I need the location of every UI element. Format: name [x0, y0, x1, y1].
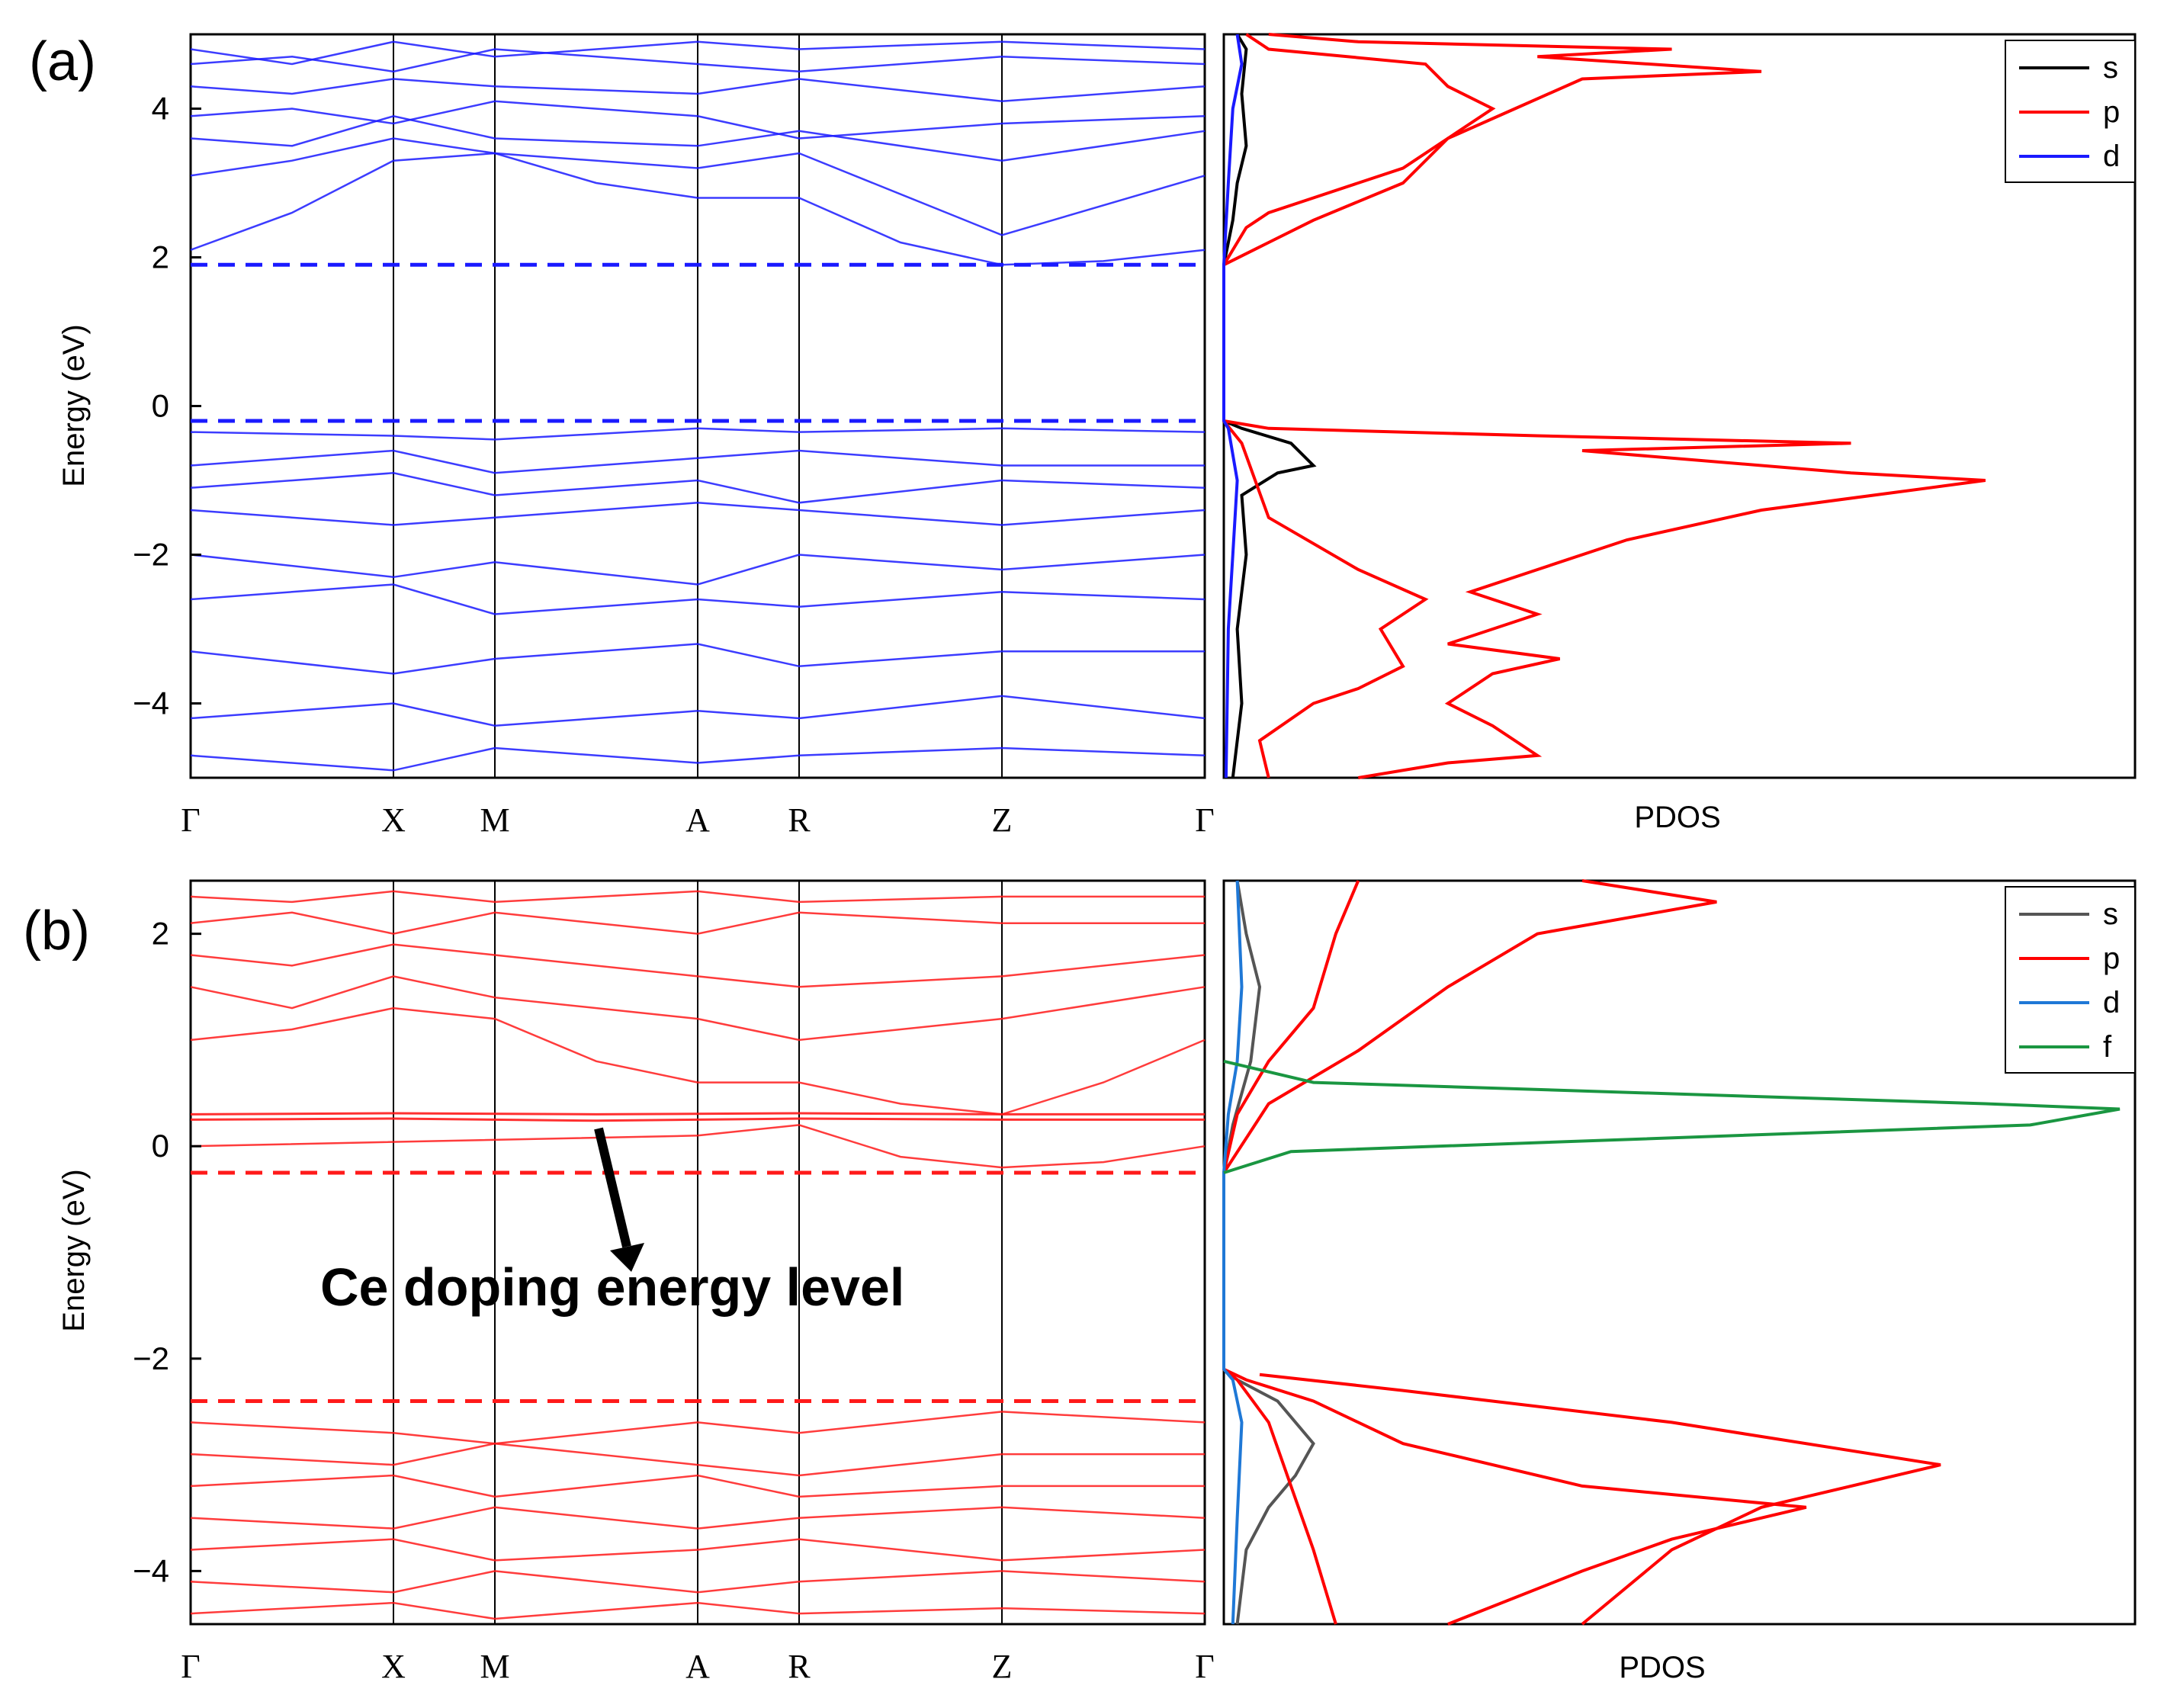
pdos-line-p	[1259, 1372, 1941, 1626]
ce-annotation-arrow	[594, 1127, 631, 1248]
conduction-band	[190, 115, 1206, 162]
conduction-band	[190, 78, 1206, 103]
panel-a-ylabel: Energy (eV)	[57, 324, 91, 486]
panel-a-pdos-frame	[1222, 33, 2137, 779]
ce-band	[190, 1117, 1205, 1122]
pdos-line-p	[1222, 33, 1986, 779]
panel-b-band-structure	[189, 879, 1206, 1626]
conduction-band	[190, 152, 1206, 266]
y-tick-label: −2	[133, 1340, 169, 1376]
conduction-band	[190, 1006, 1206, 1116]
panel-a-label: (a)	[29, 31, 96, 92]
valence-band	[190, 502, 1206, 526]
legend-label-f: f	[2103, 1030, 2112, 1064]
valence-band	[190, 554, 1206, 586]
ce-annotation-arrowhead	[610, 1243, 644, 1272]
legend-label-p: p	[2103, 95, 2120, 129]
legend-label-s: s	[2103, 51, 2118, 85]
conduction-band	[190, 943, 1206, 988]
valence-band	[190, 746, 1206, 772]
panel-a-pdos-xlabel: PDOS	[1634, 801, 1720, 834]
conduction-band	[190, 911, 1205, 935]
kpoint-label: R	[788, 1648, 811, 1685]
kpoint-label: Z	[992, 1648, 1013, 1685]
kpoint-label: Z	[992, 801, 1013, 839]
valence-band	[190, 695, 1206, 727]
conduction-band	[190, 1124, 1206, 1169]
pdos-line-p	[1222, 879, 1807, 1626]
y-tick-label: 2	[152, 916, 169, 952]
y-tick-label: 2	[152, 239, 169, 275]
kpoint-label: Γ	[181, 801, 200, 839]
kpoint-label: X	[381, 801, 406, 839]
y-tick-label: 4	[152, 91, 169, 127]
valence-band	[190, 583, 1206, 615]
kpoint-label: X	[381, 1648, 406, 1685]
legend-label-d: d	[2103, 986, 2120, 1019]
valence-band	[190, 449, 1205, 474]
valence-band	[190, 1442, 1205, 1477]
pdos-line-d	[1222, 34, 1244, 779]
valence-band	[190, 427, 1206, 441]
y-tick-label: −4	[133, 685, 169, 721]
kpoint-label: A	[685, 801, 710, 839]
kpoint-label: R	[788, 801, 811, 839]
panel-b-pdos-xlabel: PDOS	[1619, 1651, 1705, 1684]
valence-band	[190, 1601, 1206, 1620]
valence-band	[190, 1474, 1205, 1498]
panel-b-pdos-frame	[1222, 879, 2137, 1626]
pdos-line-s	[1222, 33, 1317, 779]
kpoint-label: A	[685, 1648, 710, 1685]
valence-band	[190, 1538, 1206, 1562]
ce-annotation-text: Ce doping energy level	[320, 1257, 904, 1317]
conduction-band	[190, 975, 1206, 1042]
conduction-band	[190, 100, 1206, 140]
valence-band	[190, 643, 1205, 675]
conduction-band	[190, 48, 1206, 73]
kpoint-label: M	[480, 801, 509, 839]
y-tick-label: 0	[152, 1128, 169, 1164]
legend-label-s: s	[2103, 897, 2118, 931]
kpoint-label: Γ	[1195, 1648, 1214, 1685]
pdos-line-d	[1222, 880, 1244, 1625]
valence-band	[190, 472, 1206, 504]
valence-band	[190, 1570, 1206, 1594]
valence-band	[190, 1506, 1206, 1530]
panel-b-label: (b)	[23, 901, 90, 962]
legend-label-p: p	[2103, 942, 2120, 975]
panel-b-ylabel: Energy (eV)	[57, 1169, 91, 1331]
kpoint-label: M	[480, 1648, 509, 1685]
y-tick-label: −4	[133, 1552, 169, 1588]
kpoint-label: Γ	[1195, 801, 1214, 839]
panel-a-pdos: spd	[1222, 33, 2137, 779]
kpoint-label: Γ	[181, 1648, 200, 1685]
conduction-band	[190, 890, 1205, 904]
y-tick-label: −2	[133, 537, 169, 573]
conduction-band	[190, 137, 1206, 236]
legend-box	[2005, 886, 2136, 1074]
ce-band	[190, 1112, 1205, 1116]
conduction-band	[190, 40, 1206, 66]
valence-band	[190, 1411, 1206, 1445]
y-tick-label: 0	[152, 388, 169, 424]
legend-label-d: d	[2103, 140, 2120, 173]
panel-a-band-structure	[189, 33, 1206, 779]
pdos-line-f	[1223, 1059, 2121, 1174]
